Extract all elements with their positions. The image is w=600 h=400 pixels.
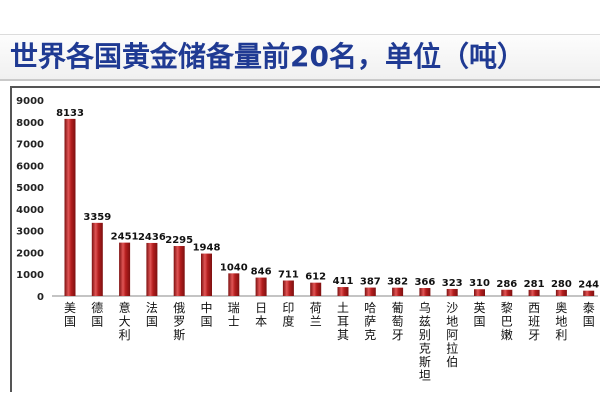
category-label: 土耳其 — [337, 301, 349, 342]
category-label: 黎巴嫩 — [501, 301, 513, 342]
bar — [392, 287, 404, 296]
chart-frame — [10, 86, 600, 392]
bar — [64, 118, 76, 296]
bar-value-label: 2295 — [165, 235, 193, 246]
bar-value-label: 281 — [524, 279, 545, 290]
y-tick-label: 1000 — [16, 270, 44, 281]
category-label: 奥地利 — [555, 301, 567, 342]
title-band: 世界各国黄金储备量前20名，单位（吨） — [0, 34, 600, 81]
category-label: 俄罗斯 — [173, 301, 185, 342]
bar — [528, 289, 540, 296]
bar-value-label: 366 — [414, 277, 435, 288]
bar — [364, 287, 376, 296]
y-tick-label: 8000 — [16, 118, 44, 129]
y-tick-label: 6000 — [16, 161, 44, 172]
category-label: 葡萄牙 — [392, 301, 404, 342]
bar — [201, 253, 212, 296]
bar — [228, 273, 240, 296]
y-tick-label: 5000 — [16, 183, 44, 194]
category-label: 乌兹别克斯坦 — [419, 300, 431, 383]
bar — [146, 242, 158, 296]
bar — [583, 290, 595, 296]
bar-value-label: 2451 — [111, 232, 139, 243]
bar-value-label: 3359 — [83, 212, 111, 223]
category-label: 英国 — [473, 301, 485, 329]
y-tick-label: 9000 — [16, 96, 44, 107]
bar — [555, 289, 567, 296]
category-label: 泰国 — [583, 301, 595, 329]
y-tick-label: 0 — [37, 292, 44, 303]
bar-value-label: 387 — [360, 277, 381, 288]
bar-value-label: 280 — [551, 279, 572, 290]
category-label: 法国 — [146, 301, 158, 329]
category-label: 德国 — [91, 300, 103, 329]
bar-value-label: 8133 — [56, 108, 84, 119]
bar-value-label: 382 — [387, 277, 408, 288]
category-label: 意大利 — [119, 300, 131, 342]
bar-value-label: 1948 — [193, 243, 221, 254]
chart-title: 世界各国黄金储备量前20名，单位（吨） — [10, 40, 525, 73]
category-label: 中国 — [200, 300, 212, 329]
category-label: 瑞士 — [228, 301, 240, 329]
category-label: 美国 — [64, 301, 76, 329]
bar-value-label: 286 — [496, 279, 517, 290]
bar — [310, 282, 322, 296]
bar-value-label: 846 — [251, 267, 272, 278]
bar-value-label: 310 — [469, 278, 490, 289]
bar — [282, 280, 294, 296]
bar-value-label: 711 — [278, 270, 299, 281]
category-label: 印度 — [282, 301, 294, 329]
bar-value-label: 244 — [578, 280, 599, 291]
y-tick-label: 3000 — [16, 227, 44, 238]
bars — [64, 118, 595, 296]
bar — [501, 289, 513, 296]
category-label: 西班牙 — [528, 301, 540, 342]
category-label: 沙地阿拉伯 — [446, 301, 458, 369]
bar — [419, 288, 431, 296]
bar-value-label: 323 — [442, 278, 463, 289]
category-label: 哈萨克 — [364, 301, 376, 342]
bar-value-label: 612 — [305, 272, 326, 283]
bar — [255, 277, 267, 296]
category-label: 日本 — [255, 301, 267, 329]
bar — [337, 287, 349, 296]
category-label: 荷兰 — [310, 301, 322, 329]
bar — [119, 242, 131, 296]
bar — [474, 289, 485, 296]
bar — [446, 288, 458, 296]
bar — [91, 222, 103, 296]
bar-value-label: 1040 — [220, 262, 248, 273]
y-tick-label: 7000 — [16, 140, 44, 151]
bar-value-label: 411 — [333, 276, 354, 287]
y-tick-label: 2000 — [16, 248, 44, 259]
bar-value-label: 2436 — [138, 232, 166, 243]
bar — [173, 246, 185, 296]
y-tick-label: 4000 — [16, 205, 44, 216]
